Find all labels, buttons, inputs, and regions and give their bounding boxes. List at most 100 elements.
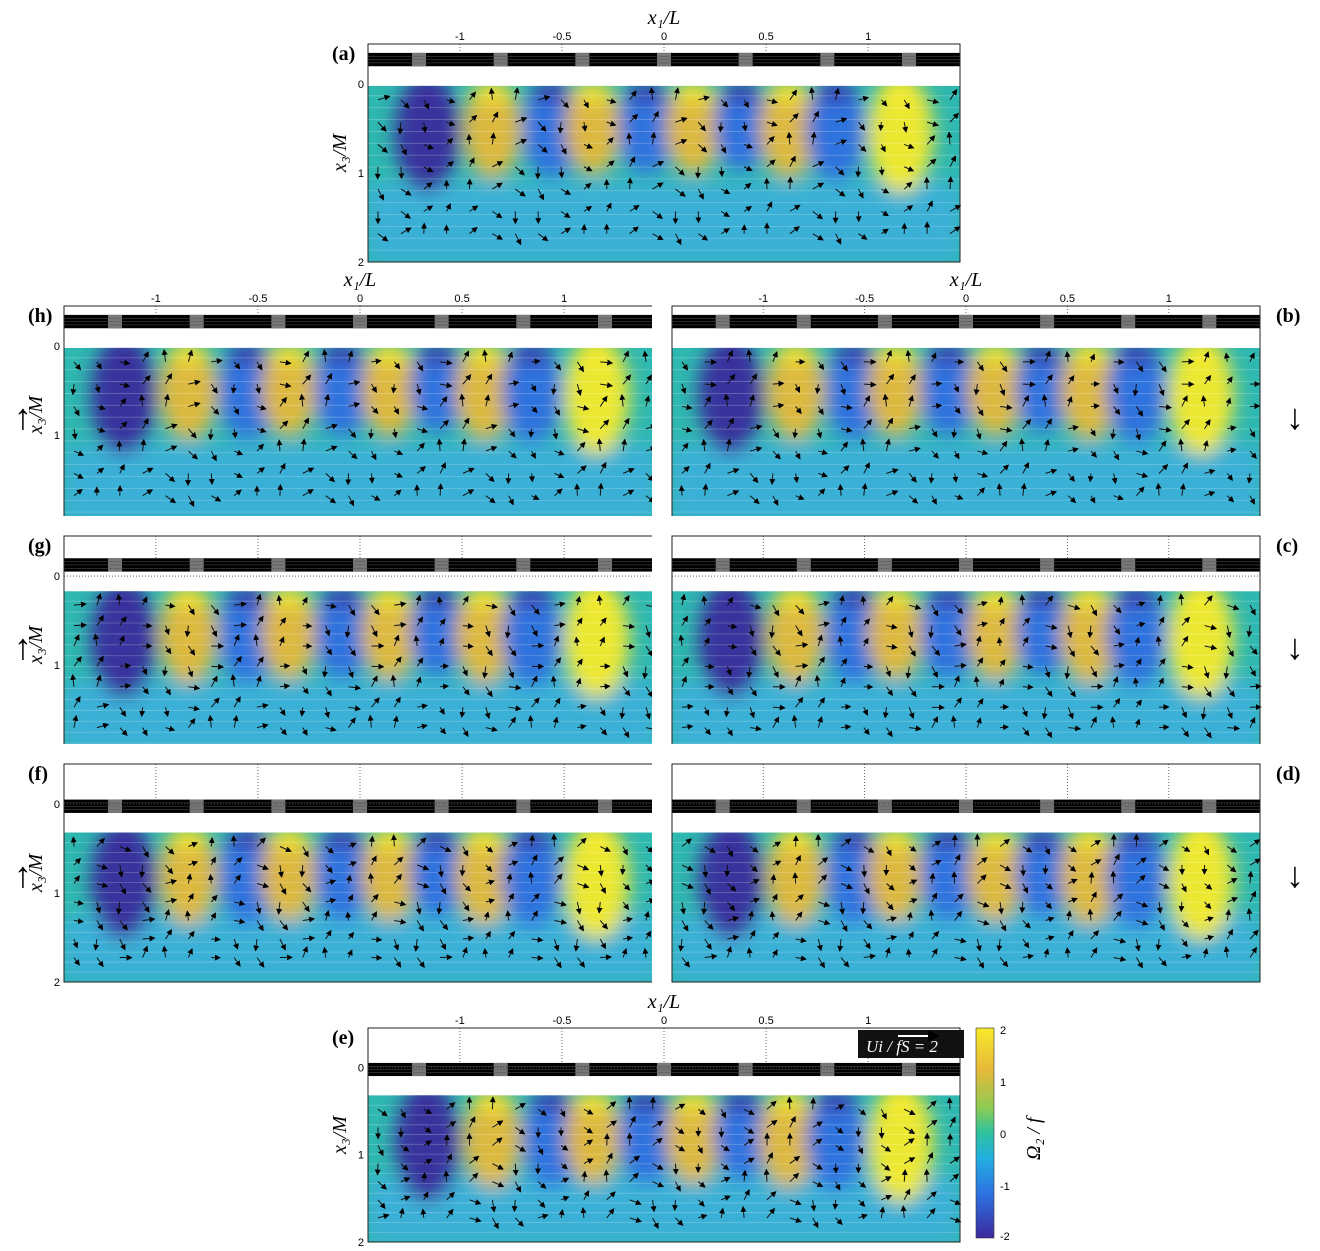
surface-blob <box>973 589 1018 606</box>
velocity-arrow <box>998 678 1005 687</box>
surface-blob <box>973 345 1018 362</box>
velocity-arrow <box>704 381 717 388</box>
velocity-arrow <box>681 426 693 433</box>
velocity-arrow <box>766 98 778 105</box>
velocity-arrow <box>931 428 938 438</box>
velocity-arrow <box>675 188 686 197</box>
velocity-arrow <box>701 438 708 452</box>
vortex-blob <box>409 586 464 677</box>
velocity-arrow <box>1045 644 1058 651</box>
surface-blob <box>405 83 450 100</box>
velocity-arrow <box>188 379 201 386</box>
vortex-blob <box>825 341 884 441</box>
vortex-blob <box>825 584 884 684</box>
velocity-arrow <box>462 417 470 429</box>
velocity-arrow <box>73 634 80 647</box>
velocity-arrow <box>695 166 702 179</box>
panel-label: (f) <box>28 763 48 785</box>
velocity-arrow <box>482 349 489 362</box>
surface-blob <box>266 830 311 847</box>
colorbar-tick: -2 <box>1000 1231 1010 1243</box>
velocity-arrow <box>878 166 885 176</box>
velocity-arrow <box>256 427 267 433</box>
velocity-arrow <box>905 349 912 362</box>
velocity-arrow <box>531 604 540 615</box>
velocity-arrow <box>1113 450 1120 461</box>
velocity-arrow <box>645 625 651 638</box>
velocity-arrow <box>256 615 264 626</box>
velocity-arrow <box>622 374 632 385</box>
velocity-arrow <box>119 382 131 389</box>
velocity-arrow <box>576 361 585 373</box>
velocity-arrow <box>371 383 377 393</box>
velocity-arrow <box>1045 418 1052 430</box>
velocity-arrow <box>73 656 82 667</box>
velocity-arrow <box>652 182 664 190</box>
velocity-arrow <box>423 166 434 173</box>
velocity-arrow <box>1249 403 1261 410</box>
velocity-arrow <box>140 438 147 452</box>
down-arrow-icon: ↓ <box>1286 397 1304 437</box>
mask-top <box>44 516 676 592</box>
mask-top <box>652 516 1280 592</box>
velocity-arrow <box>256 404 267 411</box>
velocity-arrow <box>116 593 123 606</box>
velocity-arrow <box>817 406 824 416</box>
velocity-arrow <box>976 406 984 417</box>
velocity-arrow <box>931 716 939 728</box>
velocity-arrow <box>73 601 87 608</box>
velocity-arrow <box>576 658 583 667</box>
velocity-arrow <box>210 383 218 394</box>
vortex-blob <box>90 336 157 455</box>
velocity-arrow <box>599 706 606 717</box>
velocity-arrow <box>789 155 796 167</box>
velocity-arrow <box>999 361 1008 373</box>
velocity-arrow <box>302 686 309 695</box>
y-tick-label: 2 <box>358 257 364 269</box>
velocity-arrow <box>772 716 780 728</box>
velocity-arrow <box>720 99 729 108</box>
x-tick-label: 0 <box>963 293 969 305</box>
velocity-arrow <box>1204 419 1211 430</box>
velocity-arrow <box>1045 686 1053 698</box>
velocity-arrow <box>746 349 753 362</box>
velocity-arrow <box>1226 376 1233 385</box>
y-tick-label: 1 <box>54 430 60 442</box>
velocity-arrow <box>230 384 237 394</box>
velocity-arrow <box>188 450 198 460</box>
velocity-arrow <box>1155 482 1162 496</box>
velocity-arrow <box>645 374 652 385</box>
velocity-arrow <box>439 419 449 430</box>
velocity-arrow <box>462 727 469 738</box>
velocity-arrow <box>743 99 749 109</box>
velocity-arrow <box>324 707 330 719</box>
velocity-arrow <box>508 402 520 409</box>
velocity-arrow <box>724 864 731 878</box>
velocity-arrow <box>445 203 451 212</box>
velocity-arrow <box>188 401 201 408</box>
vortex-blob <box>260 342 317 437</box>
velocity-arrow <box>619 707 626 720</box>
velocity-arrow <box>766 159 776 168</box>
colorbar-tick: 0 <box>1000 1129 1006 1141</box>
velocity-arrow <box>142 489 154 497</box>
velocity-arrow <box>528 473 535 483</box>
velocity-arrow <box>325 495 337 504</box>
velocity-arrow <box>554 488 563 497</box>
velocity-arrow <box>840 658 848 667</box>
velocity-arrow <box>1068 604 1081 611</box>
velocity-arrow <box>325 645 333 656</box>
velocity-arrow <box>165 445 178 452</box>
velocity-arrow <box>462 666 468 677</box>
velocity-arrow <box>187 349 194 362</box>
velocity-arrow <box>766 120 778 127</box>
velocity-arrow <box>492 210 503 219</box>
velocity-arrow <box>485 645 493 657</box>
surface-blob <box>1179 589 1224 606</box>
x-axis-label: x₁/L <box>647 7 681 29</box>
velocity-arrow <box>348 604 356 616</box>
vortex-blob <box>665 80 722 175</box>
velocity-arrow <box>141 666 148 676</box>
velocity-arrow <box>119 662 132 669</box>
velocity-arrow <box>720 210 730 218</box>
